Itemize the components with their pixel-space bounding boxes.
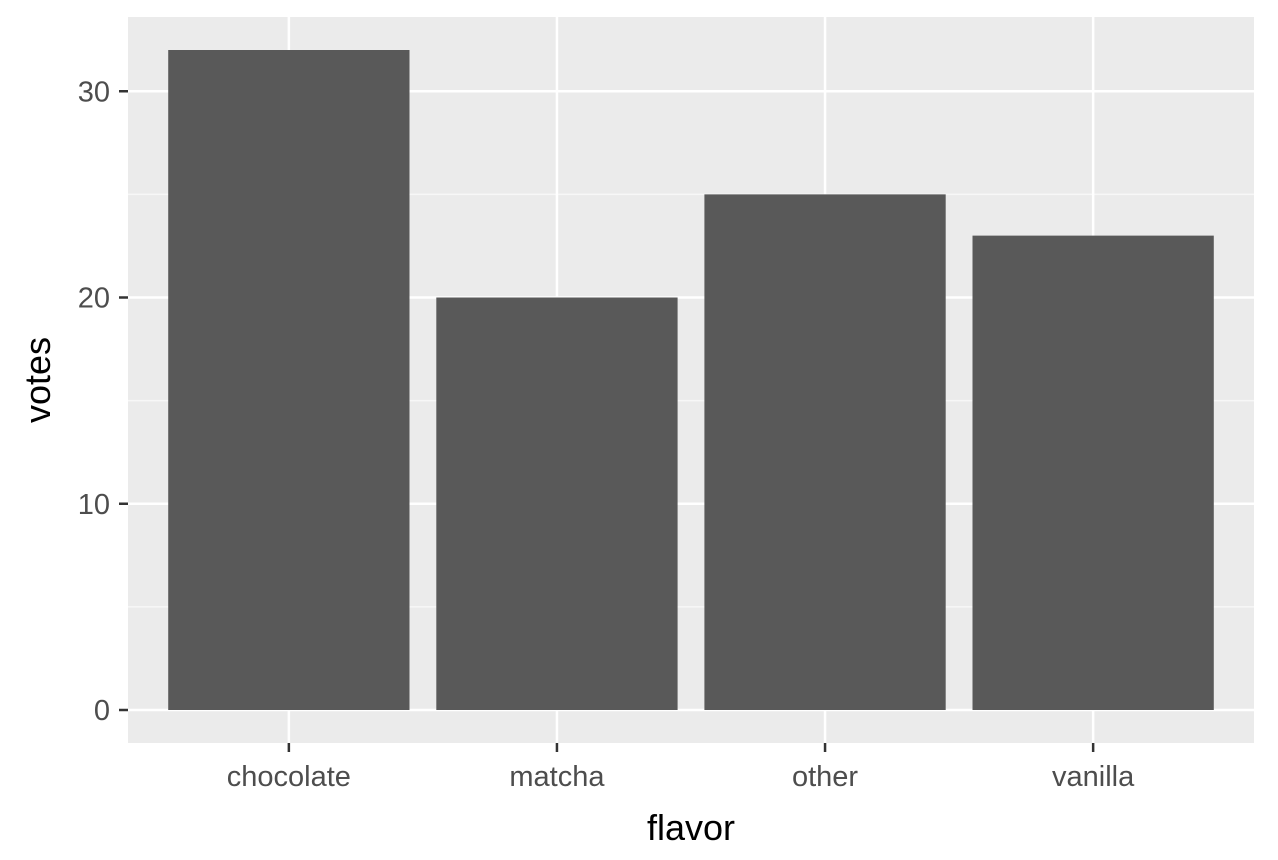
- x-tick-label: other: [792, 761, 858, 793]
- x-tick-label: matcha: [509, 761, 605, 793]
- y-tick-label: 20: [78, 283, 110, 315]
- y-axis-title: votes: [17, 337, 58, 423]
- bar-other: [704, 194, 946, 710]
- x-axis: chocolate matcha other vanilla: [227, 743, 1135, 793]
- bars: [168, 50, 1214, 710]
- y-tick-label: 30: [78, 76, 110, 108]
- x-tick-label: vanilla: [1052, 761, 1135, 793]
- y-axis: 0 10 20 30: [78, 76, 128, 727]
- x-tick-label: chocolate: [227, 761, 351, 793]
- bar-vanilla: [972, 235, 1214, 710]
- y-tick-label: 10: [78, 489, 110, 521]
- x-axis-title: flavor: [647, 807, 735, 848]
- y-tick-label: 0: [94, 695, 110, 727]
- bar-matcha: [436, 297, 678, 710]
- bar-chocolate: [168, 50, 410, 710]
